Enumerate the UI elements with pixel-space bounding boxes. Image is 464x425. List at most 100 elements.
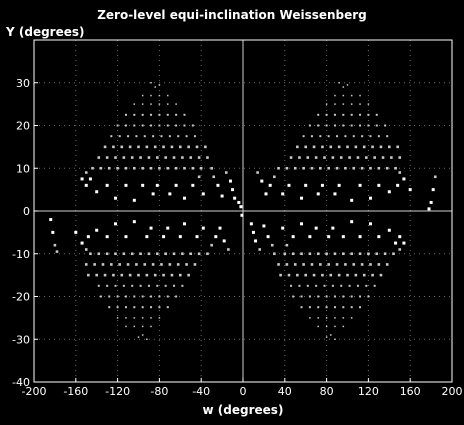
data-point xyxy=(133,113,136,116)
data-point xyxy=(333,306,336,309)
data-point xyxy=(350,94,353,97)
data-point xyxy=(341,235,345,239)
data-point xyxy=(86,235,90,239)
data-point xyxy=(361,135,364,138)
data-point xyxy=(158,166,161,170)
data-point xyxy=(210,166,213,170)
data-point xyxy=(181,252,184,256)
data-point xyxy=(212,175,216,179)
data-point xyxy=(239,205,243,209)
data-point xyxy=(150,82,152,84)
data-point xyxy=(80,241,84,245)
data-point xyxy=(359,103,361,105)
data-point xyxy=(197,252,201,256)
data-point xyxy=(156,156,159,159)
data-point xyxy=(317,113,320,116)
data-point xyxy=(231,188,235,192)
data-point xyxy=(95,190,99,194)
data-point xyxy=(379,273,383,277)
data-point xyxy=(103,273,107,277)
data-point xyxy=(396,145,399,149)
data-point xyxy=(147,284,150,287)
data-point xyxy=(139,284,142,287)
data-point xyxy=(108,295,111,298)
data-point xyxy=(277,263,280,266)
data-point xyxy=(325,325,328,328)
data-point xyxy=(105,252,109,256)
data-point xyxy=(193,263,197,266)
data-point xyxy=(145,273,149,277)
x-tick-label: 80 xyxy=(320,385,334,398)
data-point xyxy=(141,124,144,127)
data-point xyxy=(124,235,128,239)
data-point xyxy=(166,226,170,230)
data-point xyxy=(181,156,184,159)
data-point xyxy=(114,196,118,200)
data-point xyxy=(95,273,98,277)
data-point xyxy=(160,263,163,266)
data-point xyxy=(197,175,201,179)
data-point xyxy=(141,183,145,187)
data-point xyxy=(359,124,362,127)
data-point xyxy=(292,295,295,298)
data-point xyxy=(367,113,370,116)
data-point xyxy=(114,222,118,226)
data-point xyxy=(187,273,190,277)
data-point xyxy=(337,183,341,187)
data-point xyxy=(201,226,205,230)
data-point xyxy=(394,166,397,170)
data-point xyxy=(99,295,102,298)
data-point xyxy=(174,166,178,170)
data-point xyxy=(84,263,88,266)
data-point xyxy=(362,273,366,277)
data-point xyxy=(141,325,144,328)
data-point xyxy=(350,124,353,127)
data-point xyxy=(266,235,270,239)
data-point xyxy=(331,284,334,287)
data-point xyxy=(114,284,117,287)
data-point xyxy=(114,252,117,256)
data-point xyxy=(352,263,356,266)
data-point xyxy=(53,243,57,247)
data-point xyxy=(162,145,165,149)
data-point xyxy=(358,183,362,187)
data-point xyxy=(300,252,303,256)
data-point xyxy=(377,235,381,239)
data-point xyxy=(333,192,337,196)
data-point xyxy=(296,145,299,149)
data-point xyxy=(333,295,336,298)
data-point xyxy=(398,171,402,174)
data-point xyxy=(329,145,333,149)
data-point xyxy=(350,103,353,105)
data-point xyxy=(120,273,124,277)
data-point xyxy=(147,156,151,159)
data-point xyxy=(362,145,366,149)
data-point xyxy=(373,284,376,287)
data-point xyxy=(158,124,161,127)
data-point xyxy=(181,284,184,287)
data-point xyxy=(306,156,310,159)
data-point xyxy=(137,336,140,338)
data-point xyxy=(352,135,355,138)
data-point xyxy=(172,156,176,159)
data-point xyxy=(95,228,99,232)
data-point xyxy=(375,113,378,116)
data-point xyxy=(166,306,169,309)
data-point xyxy=(141,94,144,97)
chart-title: Zero-level equi-inclination Weissenberg xyxy=(97,8,367,22)
data-point xyxy=(185,135,188,138)
data-point xyxy=(300,295,303,298)
data-point xyxy=(359,306,362,309)
data-point xyxy=(356,156,360,159)
data-point xyxy=(133,317,136,319)
y-axis-label: Y (degrees) xyxy=(5,25,85,39)
data-point xyxy=(88,177,92,181)
data-point xyxy=(110,135,113,138)
data-point xyxy=(367,252,370,256)
data-point xyxy=(319,166,322,170)
data-point xyxy=(321,273,324,277)
data-point xyxy=(74,230,78,234)
data-point xyxy=(273,175,276,179)
data-point xyxy=(175,113,178,116)
data-point xyxy=(152,135,155,138)
